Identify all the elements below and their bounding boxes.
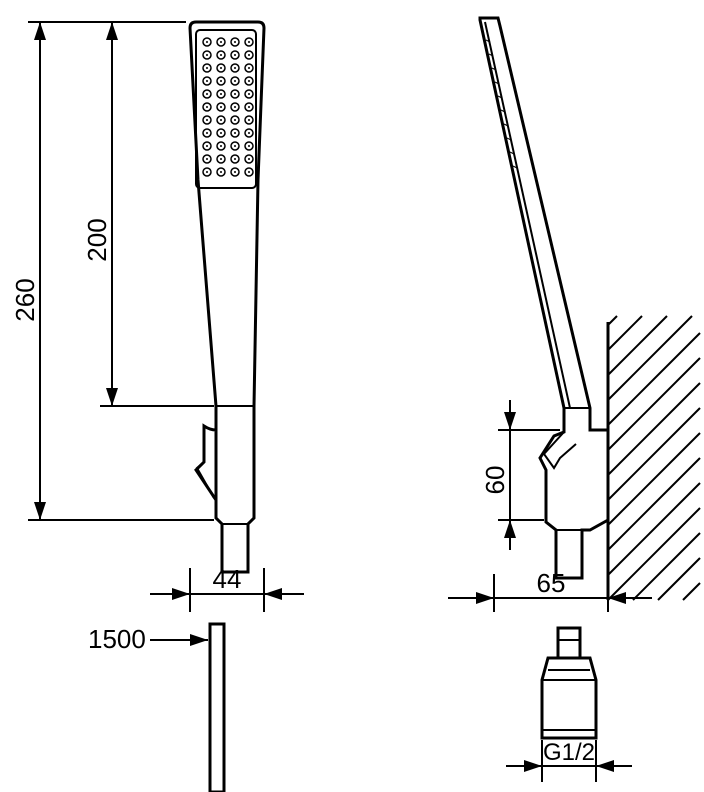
wall-hatch	[608, 316, 700, 600]
hose-segment	[210, 624, 224, 792]
dim-60-label: 60	[480, 466, 510, 495]
nozzle-grid	[203, 38, 253, 176]
dim-260-label: 260	[10, 278, 40, 321]
dim-65: 65	[448, 568, 652, 612]
dim-g12: G1/2	[506, 739, 632, 782]
connector-view	[542, 628, 596, 738]
dim-65-label: 65	[537, 568, 566, 598]
dim-44-label: 44	[213, 564, 242, 594]
dim-1500: 1500	[88, 624, 208, 654]
front-head-panel	[196, 30, 256, 188]
side-face-line	[485, 22, 570, 408]
hose-view	[210, 624, 224, 792]
dim-44: 44	[150, 564, 304, 612]
side-bracket	[544, 432, 576, 468]
side-view	[480, 18, 700, 600]
dim-1500-label: 1500	[88, 624, 146, 654]
dim-60: 60	[480, 400, 560, 550]
dim-200-label: 200	[82, 218, 112, 261]
connector-stud	[558, 628, 580, 658]
dim-g12-label: G1/2	[543, 739, 595, 766]
